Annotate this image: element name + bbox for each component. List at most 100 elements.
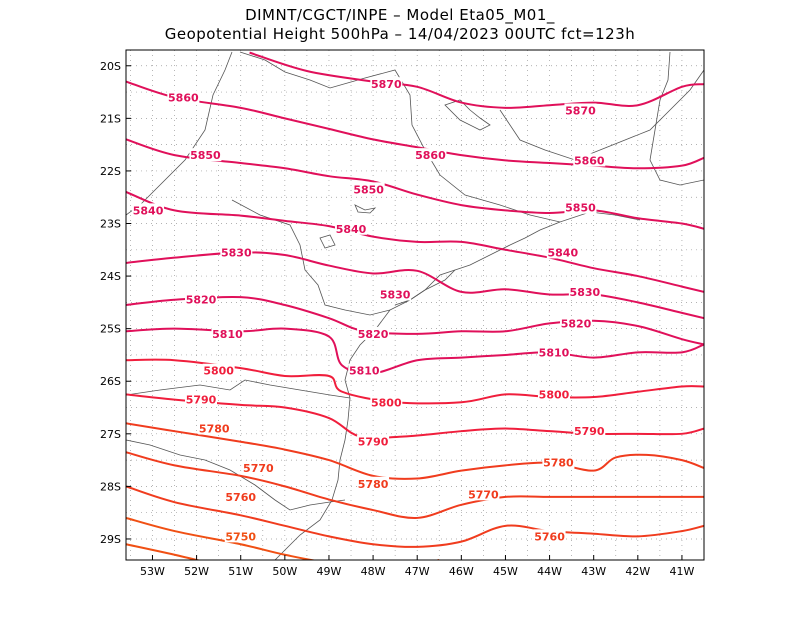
y-tick-label: 24S	[100, 270, 121, 283]
contour-label-background	[370, 77, 403, 91]
contour-label-background	[348, 363, 381, 377]
contour-label-5840: 5840	[547, 246, 578, 259]
contour-label-background	[357, 326, 390, 340]
contour-label-5770: 5770	[468, 488, 499, 501]
y-tick-label: 28S	[100, 480, 121, 493]
coastline-map	[126, 51, 704, 560]
contour-label-background	[211, 326, 244, 340]
contour-label-5780: 5780	[543, 457, 574, 470]
contour-label-background	[414, 148, 447, 162]
contour-label-background	[202, 363, 235, 377]
x-tick-label: 45W	[493, 565, 518, 578]
y-tick-label: 25S	[100, 323, 121, 336]
contour-label-5860: 5860	[168, 91, 199, 104]
contour-label-5790: 5790	[358, 436, 389, 449]
contour-label-5780: 5780	[199, 423, 230, 436]
lake-3	[319, 234, 336, 249]
contour-label-5800: 5800	[539, 388, 570, 401]
plot-frame	[125, 49, 705, 561]
contour-label-5810: 5810	[539, 346, 570, 359]
contour-label-background	[189, 148, 222, 162]
contour-line-5800	[126, 358, 704, 405]
contour-line-5870	[249, 51, 704, 109]
axes: 53W 52W 51W 50W 49W 48W 47W 46W 45W 44W 43W 42W 41W 2…	[100, 60, 694, 578]
contour-label-background	[573, 424, 606, 438]
contour-line-5770	[126, 451, 704, 519]
y-tick-label: 26S	[100, 375, 121, 388]
contour-label-background	[564, 200, 597, 214]
x-tick-label: 41W	[670, 565, 695, 578]
contour-label-background	[537, 387, 570, 401]
chart-title-line-1: DIMNT/CGCT/INPE – Model Eta05_M01_	[245, 6, 555, 24]
contour-label-background	[224, 489, 257, 503]
x-tick-label: 42W	[625, 565, 650, 578]
contour-label-background	[533, 529, 566, 543]
contour-label-5780: 5780	[358, 478, 389, 491]
contour-label-background	[546, 245, 579, 259]
y-tick-label: 20S	[100, 60, 121, 73]
contour-line-5840	[126, 191, 704, 293]
x-tick-label: 48W	[361, 565, 386, 578]
contour-label-5860: 5860	[574, 154, 605, 167]
contour-label-5760: 5760	[534, 530, 565, 543]
contour-label-5830: 5830	[570, 286, 601, 299]
contour-label-background	[379, 287, 412, 301]
contour-label-background	[167, 90, 200, 104]
chart-title-line-2: Geopotential Height 500hPa – 14/04/2023 …	[164, 25, 636, 43]
contour-label-background	[185, 292, 218, 306]
contour-lines	[126, 51, 704, 560]
contour-label-background	[573, 153, 606, 167]
x-tick-label: 44W	[537, 565, 562, 578]
contour-label-background	[198, 421, 231, 435]
state-border-pr-sc	[126, 379, 351, 399]
contour-label-5830: 5830	[221, 246, 252, 259]
x-tick-label: 49W	[317, 565, 342, 578]
coastline-southeast	[394, 269, 456, 306]
contour-label-5800: 5800	[371, 396, 402, 409]
contour-label-background	[185, 392, 218, 406]
contour-label-5810: 5810	[349, 365, 380, 378]
contour-label-5820: 5820	[561, 317, 592, 330]
contour-label-background	[370, 395, 403, 409]
state-border-ne	[499, 69, 704, 161]
state-border-west	[126, 51, 233, 216]
lake-2	[354, 204, 377, 214]
contour-label-5850: 5850	[353, 183, 384, 196]
contour-line-5750	[126, 516, 440, 560]
contour-label-5790: 5790	[574, 425, 605, 438]
contour-label-background	[335, 221, 368, 235]
contour-label-background	[568, 284, 601, 298]
contour-label-background	[224, 529, 257, 543]
contour-line-5760	[126, 485, 704, 548]
contour-label-5750: 5750	[225, 530, 256, 543]
state-border-north	[239, 51, 641, 223]
contour-label-5870: 5870	[565, 104, 596, 117]
contour-label-background	[467, 487, 500, 501]
x-tick-label: 47W	[405, 565, 430, 578]
contour-line-5850	[126, 138, 704, 230]
contour-line-5810	[126, 327, 704, 375]
x-tick-label: 51W	[228, 565, 253, 578]
contour-label-background	[357, 476, 390, 490]
contour-label-background	[537, 345, 570, 359]
x-tick-label: 53W	[140, 565, 165, 578]
contour-label-background	[542, 455, 575, 469]
contour-label-background	[564, 103, 597, 117]
contour-label-5870: 5870	[371, 78, 402, 91]
contour-label-5840: 5840	[336, 223, 367, 236]
contour-label-background	[357, 434, 390, 448]
y-tick-label: 21S	[100, 112, 121, 125]
contour-label-background	[352, 182, 385, 196]
contour-line-5820	[126, 295, 704, 346]
contour-label-5770: 5770	[243, 462, 274, 475]
y-tick-label: 27S	[100, 428, 121, 441]
y-tick-label: 29S	[100, 533, 121, 546]
contour-label-5760: 5760	[225, 491, 256, 504]
contour-label-background	[560, 316, 593, 330]
contour-label-5850: 5850	[190, 149, 221, 162]
contour-label-background	[220, 245, 253, 259]
state-border-sc-rs	[126, 439, 346, 511]
contour-label-5850: 5850	[565, 202, 596, 215]
y-tick-label: 23S	[100, 218, 121, 231]
